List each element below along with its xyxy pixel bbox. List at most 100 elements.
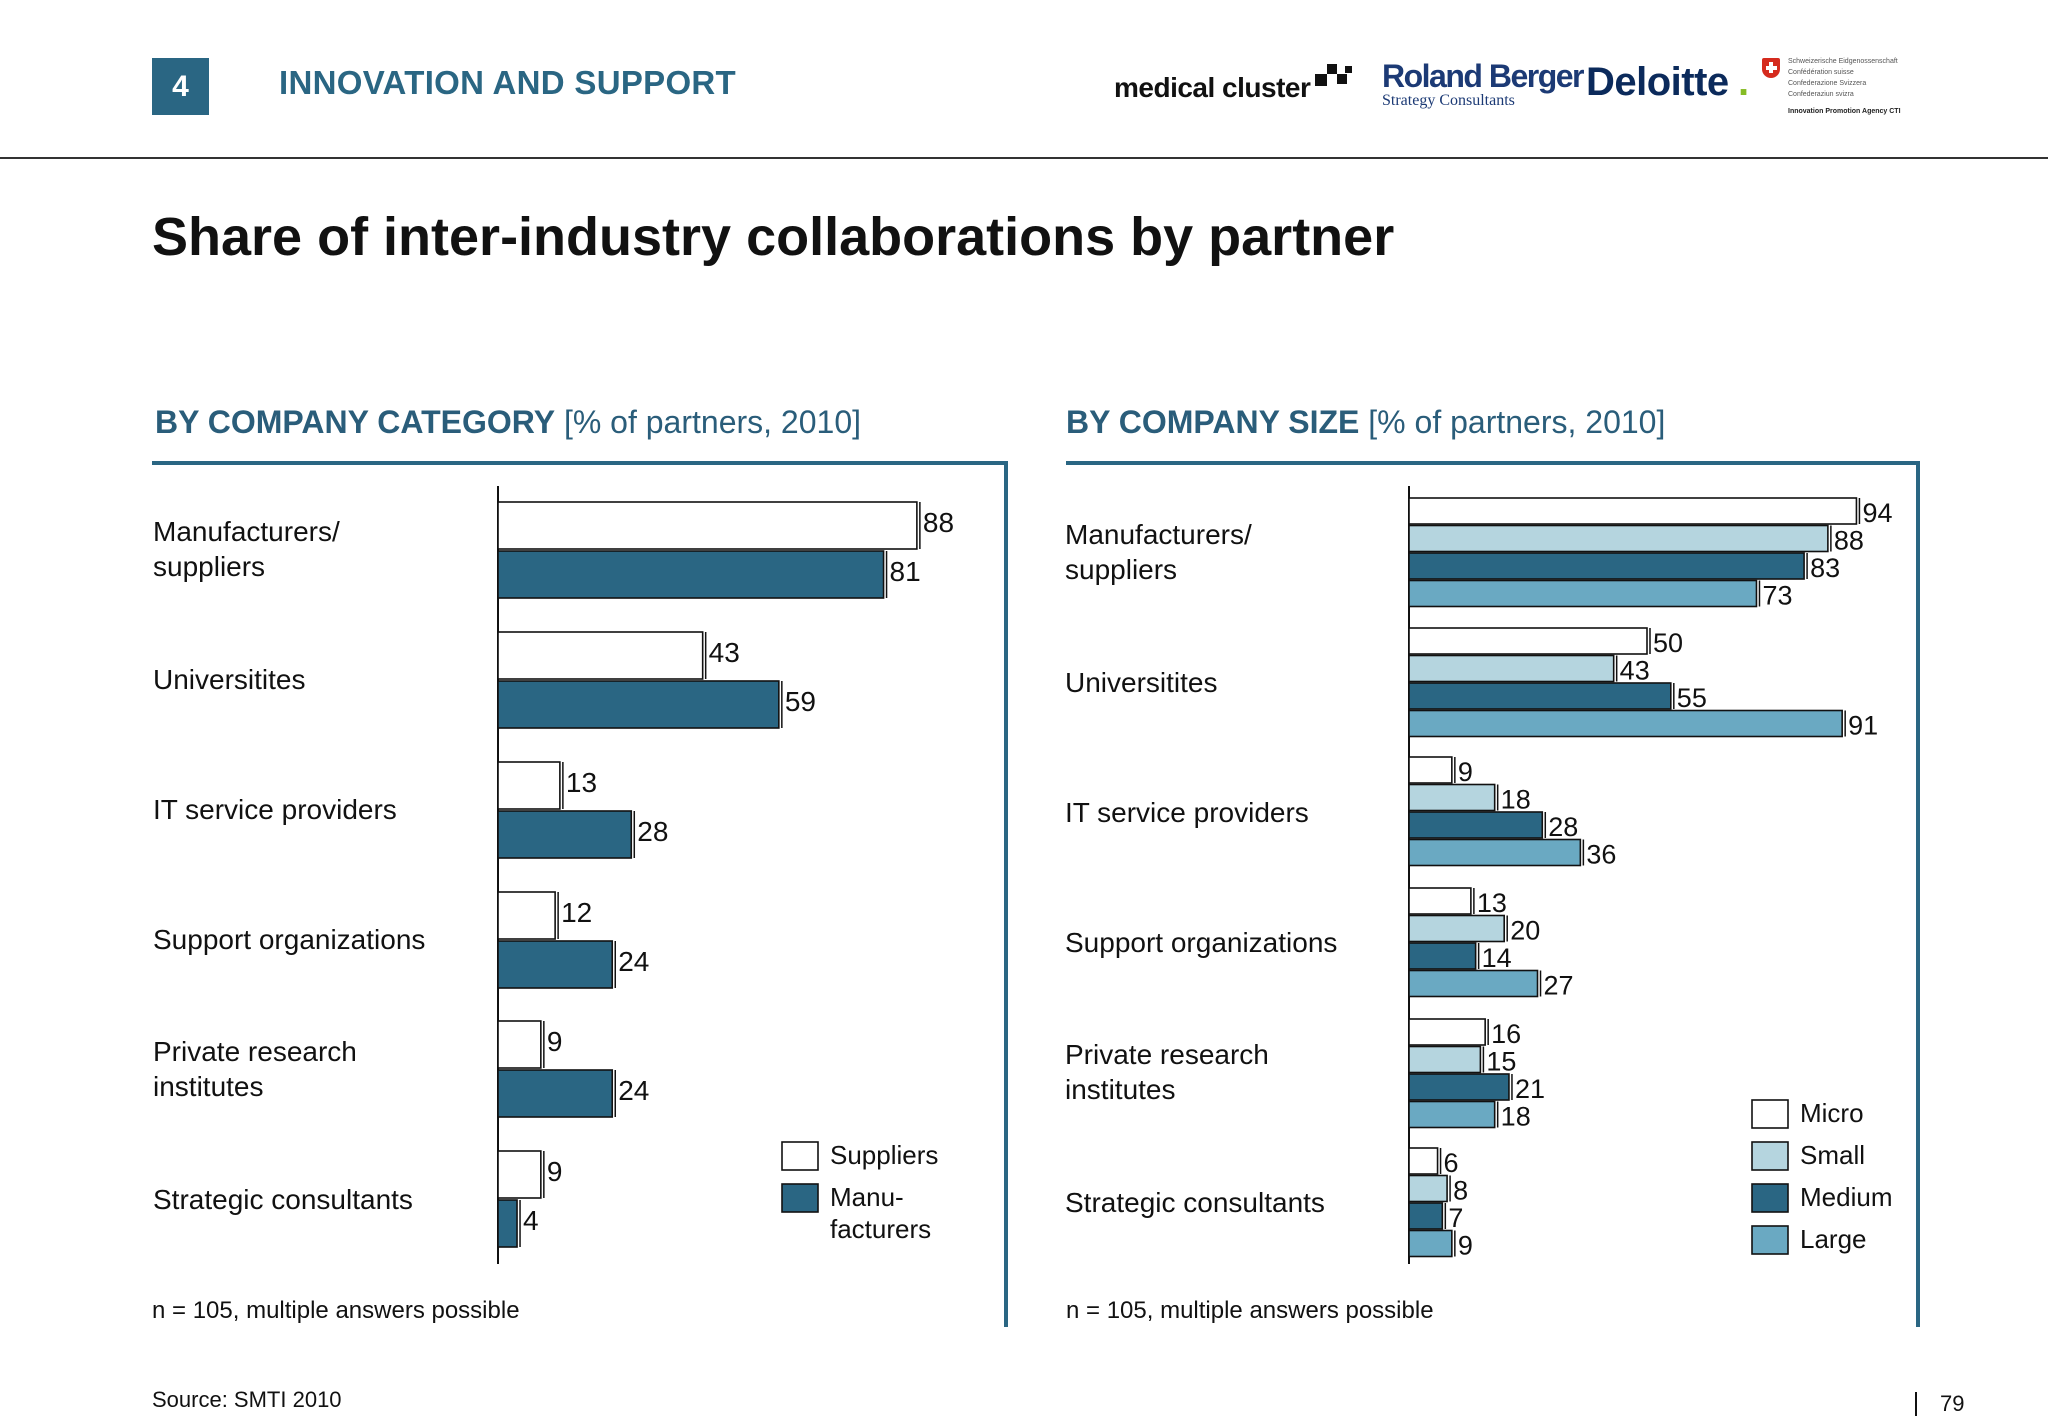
deloitte-logo: Deloitte: [1586, 60, 1729, 104]
data-label: 9: [547, 1026, 563, 1057]
legend-label: Manu-: [830, 1182, 904, 1212]
data-label: 91: [1848, 711, 1878, 741]
swiss-agency-name: Innovation Promotion Agency CTI: [1788, 108, 1901, 115]
data-label: 12: [561, 897, 592, 928]
bar-large: [1408, 969, 1539, 998]
bar-manufacturers: [497, 1069, 614, 1118]
data-label: 24: [618, 946, 649, 977]
left-panel-top-rule: [152, 461, 1008, 465]
bar-large: [1408, 1229, 1453, 1258]
medical-cluster-logo-text: medical cluster: [1114, 72, 1311, 103]
bar-suppliers: [497, 1020, 542, 1069]
bar-suppliers: [497, 1150, 542, 1199]
bar-micro: [1408, 627, 1648, 655]
legend-swatch: [1751, 1225, 1789, 1255]
header-divider: [0, 157, 2048, 159]
left-category-label: Strategic consultants: [153, 1184, 413, 1215]
right-panel-heading: BY COMPANY SIZE [% of partners, 2010]: [1066, 404, 1665, 441]
medical-cluster-logo: medical cluster: [1114, 72, 1311, 104]
data-label: 27: [1544, 971, 1574, 1001]
data-label: 59: [785, 686, 816, 717]
data-label: 14: [1482, 943, 1512, 973]
left-category-label: Support organizations: [153, 924, 426, 955]
right-panel-heading-bold: BY COMPANY SIZE: [1066, 404, 1360, 440]
bar-medium: [1408, 1202, 1444, 1230]
right-panel-right-rule: [1916, 461, 1920, 1327]
left-bar-chart: 888143591328122492494SuppliersManu-factu…: [497, 486, 954, 1264]
bar-manufacturers: [497, 810, 633, 859]
left-category-label: Private research institutes: [153, 1036, 357, 1102]
legend-swatch: [781, 1141, 819, 1171]
right-category-label: Manufacturers/ suppliers: [1065, 519, 1252, 585]
data-label: 88: [1834, 526, 1864, 556]
data-label: 36: [1586, 840, 1616, 870]
bar-medium: [1408, 1073, 1510, 1101]
swiss-agency-line: Schweizerische Eidgenossenschaft: [1788, 58, 1898, 65]
data-label: 16: [1491, 1019, 1521, 1049]
left-panel-right-rule: [1004, 461, 1008, 1327]
data-label: 9: [547, 1156, 563, 1187]
bar-suppliers: [497, 631, 704, 680]
left-panel-heading-bold: BY COMPANY CATEGORY: [155, 404, 556, 440]
data-label: 18: [1501, 1102, 1531, 1132]
deloitte-logo-dot: .: [1738, 60, 1750, 104]
bar-micro: [1408, 1147, 1439, 1175]
data-label: 28: [1548, 812, 1578, 842]
bar-large: [1408, 1100, 1496, 1129]
bar-manufacturers: [497, 1199, 518, 1248]
legend-swatch: [1751, 1183, 1789, 1213]
bar-medium: [1408, 682, 1672, 710]
legend-label: Suppliers: [830, 1140, 938, 1170]
data-label: 50: [1653, 628, 1683, 658]
data-label: 43: [709, 637, 740, 668]
slide-title: Share of inter-industry collaborations b…: [152, 207, 1395, 267]
swiss-agency-line: Confederaziun svizra: [1788, 91, 1854, 98]
roland-berger-subtitle: Strategy Consultants: [1382, 92, 1515, 109]
data-label: 94: [1862, 498, 1892, 528]
legend-label: Small: [1800, 1140, 1865, 1170]
legend-swatch: [781, 1183, 819, 1213]
section-number-badge: 4: [152, 58, 209, 115]
page-number-divider: [1915, 1392, 1917, 1416]
data-label: 73: [1762, 581, 1792, 611]
right-category-label: Private research institutes: [1065, 1039, 1269, 1105]
right-category-label: Strategic consultants: [1065, 1187, 1325, 1218]
bar-suppliers: [497, 501, 918, 550]
bar-manufacturers: [497, 940, 614, 989]
bar-manufacturers: [497, 550, 885, 599]
left-category-label: Universitites: [153, 664, 306, 695]
right-bar-chart: 9488837350435591918283613201427161521186…: [1408, 486, 1892, 1264]
data-label: 4: [523, 1205, 539, 1236]
left-panel-heading-unit: [% of partners, 2010]: [555, 404, 861, 440]
legend-label: Large: [1800, 1224, 1867, 1254]
data-label: 9: [1458, 1231, 1473, 1261]
right-panel-heading-unit: [% of partners, 2010]: [1359, 404, 1666, 440]
bar-small: [1408, 1045, 1482, 1074]
legend-label: facturers: [830, 1214, 931, 1244]
data-label: 88: [923, 507, 954, 538]
swiss-cross-icon: [1762, 58, 1780, 78]
bar-micro: [1408, 887, 1472, 915]
data-label: 8: [1453, 1176, 1468, 1206]
bar-suppliers: [497, 891, 556, 940]
bar-small: [1408, 783, 1496, 812]
data-label: 20: [1510, 916, 1540, 946]
data-label: 13: [566, 767, 597, 798]
left-sample-note: n = 105, multiple answers possible: [152, 1297, 520, 1324]
bar-small: [1408, 1174, 1448, 1203]
bar-medium: [1408, 811, 1544, 839]
legend-swatch: [1751, 1141, 1789, 1171]
right-sample-note: n = 105, multiple answers possible: [1066, 1297, 1434, 1324]
data-label: 28: [637, 816, 668, 847]
data-label: 7: [1448, 1203, 1463, 1233]
right-category-label: Universitites: [1065, 667, 1218, 698]
data-label: 18: [1501, 785, 1531, 815]
data-label: 21: [1515, 1074, 1545, 1104]
right-category-label: Support organizations: [1065, 927, 1338, 958]
bar-small: [1408, 914, 1505, 943]
source-note: Source: SMTI 2010: [152, 1387, 342, 1412]
data-label: 83: [1810, 553, 1840, 583]
legend-swatch: [1751, 1099, 1789, 1129]
right-panel-top-rule: [1066, 461, 1920, 465]
left-category-label: IT service providers: [153, 794, 397, 825]
